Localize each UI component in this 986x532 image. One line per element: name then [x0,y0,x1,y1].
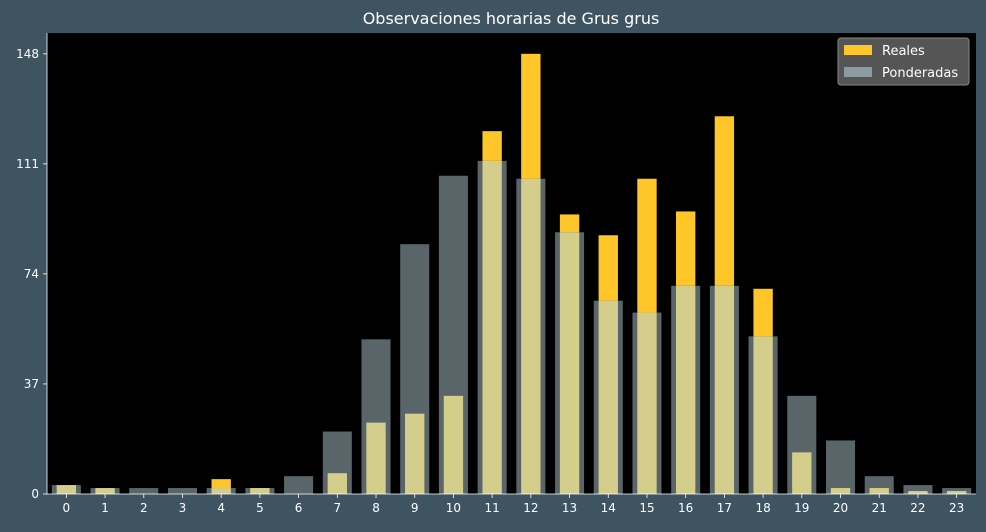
bar-ponderadas-3 [167,488,197,494]
bar-reales-23-overlap [946,491,967,494]
x-tick-label-19: 19 [794,501,809,515]
legend-swatch-ponderadas [844,67,872,77]
bar-reales-19-overlap [792,452,812,494]
bar-reales-4-overlap [211,488,231,494]
bar-reales-20-overlap [830,488,851,494]
x-tick-label-10: 10 [446,501,461,515]
bar-reales-16 [676,211,696,494]
bar-reales-14-top [598,235,618,301]
x-tick-label-3: 3 [179,501,187,515]
bar-reales-5-overlap [250,488,270,494]
bar-reales-21-overlap [869,488,889,494]
x-tick-label-13: 13 [562,501,577,515]
x-tick-label-9: 9 [411,501,419,515]
bar-reales-15 [637,178,657,494]
bar-ponderadas-6 [284,476,314,494]
bar-reales-19 [792,452,812,494]
y-tick-label-0: 0 [31,487,39,501]
bar-reales-17 [714,116,735,494]
x-tick-label-11: 11 [485,501,500,515]
x-tick-label-16: 16 [678,501,693,515]
x-tick-label-14: 14 [601,501,616,515]
bar-reales-13 [559,214,580,494]
bar-reales-8 [366,422,386,494]
legend[interactable]: Reales Ponderadas [837,37,970,86]
bar-reales-20 [830,488,851,494]
series-reales [56,53,967,495]
x-tick-label-8: 8 [372,501,380,515]
bar-reales-0 [56,485,77,494]
x-tick-label-17: 17 [717,501,732,515]
bar-reales-16-top [676,211,696,286]
x-tick-label-6: 6 [295,501,303,515]
axes: 0 1 2 3 4 5 6 7 8 9 10 11 12 13 14 15 16 17 18 19 20 21 22 2303… [16,33,976,515]
bar-reales-17-overlap [714,285,735,494]
legend-label-reales: Reales [882,44,925,59]
bar-reales-14 [598,235,618,494]
x-tick-label-22: 22 [910,501,925,515]
bar-reales-13-overlap [559,232,580,494]
bar-ponderadas-22 [903,485,933,494]
y-tick-label-111: 111 [16,157,39,171]
bar-reales-16-overlap [676,285,696,494]
x-tick-label-20: 20 [833,501,848,515]
plot-area [47,33,976,494]
bar-reales-10-overlap [443,395,464,494]
y-tick-label-148: 148 [16,47,39,61]
bar-reales-21 [869,488,889,494]
x-tick-label-2: 2 [140,501,148,515]
x-tick-label-23: 23 [949,501,964,515]
x-tick-label-12: 12 [523,501,538,515]
bar-reales-9-overlap [405,413,425,494]
bar-reales-15-overlap [637,312,657,494]
bar-reales-12-overlap [521,178,541,495]
bar-reales-11 [482,131,502,494]
bar-reales-18-overlap [753,336,773,494]
bar-reales-1 [95,488,115,494]
bar-reales-11-overlap [482,160,502,494]
bar-reales-22 [908,491,928,494]
bar-reales-14-overlap [598,300,618,494]
bar-reales-9 [405,413,425,494]
x-tick-label-15: 15 [639,501,654,515]
chart-title: Observaciones horarias de Grus grus [363,9,660,28]
bar-reales-13-top [559,214,580,233]
x-tick-label-4: 4 [217,501,225,515]
y-tick-label-37: 37 [24,377,39,391]
bar-ponderadas-20 [826,440,856,494]
legend-swatch-reales [844,45,872,55]
bar-reales-8-overlap [366,422,386,494]
bar-reales-12 [521,53,541,495]
bar-ponderadas-2 [129,488,159,494]
x-tick-label-0: 0 [63,501,71,515]
bar-reales-23 [946,491,967,494]
bar-reales-4 [211,479,231,494]
x-tick-label-1: 1 [101,501,109,515]
bar-reales-18 [753,288,773,494]
bar-reales-17-top [714,116,735,286]
bar-reales-15-top [637,178,657,313]
bar-reales-7 [327,473,347,494]
bar-reales-5 [250,488,270,494]
bar-reales-11-top [482,131,502,161]
x-tick-label-18: 18 [755,501,770,515]
legend-label-ponderadas: Ponderadas [882,66,958,81]
bar-reales-7-overlap [327,473,347,494]
bar-reales-10 [443,395,464,494]
y-tick-label-74: 74 [24,267,39,281]
bar-reales-4-top [211,479,231,489]
bar-reales-1-overlap [95,488,115,494]
bar-reales-22-overlap [908,491,928,494]
bar-reales-0-overlap [56,485,77,494]
x-tick-label-21: 21 [872,501,887,515]
x-tick-label-7: 7 [333,501,341,515]
bar-reales-12-top [521,53,541,179]
bar-reales-18-top [753,288,773,337]
x-tick-label-5: 5 [256,501,264,515]
